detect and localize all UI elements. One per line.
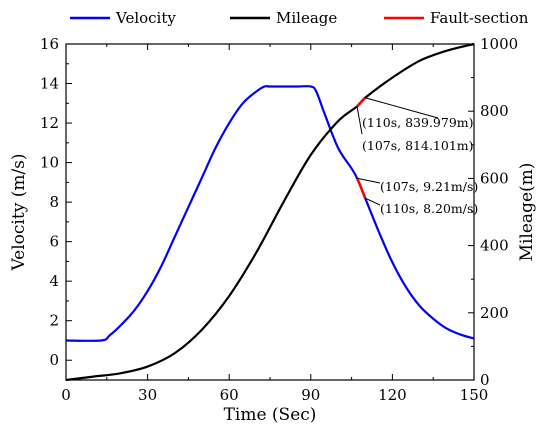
y-left-tick-label: 12 xyxy=(40,114,59,132)
x-tick-label: 120 xyxy=(378,386,407,404)
x-tick-label: 150 xyxy=(460,386,489,404)
y-left-tick-label: 14 xyxy=(40,75,59,93)
y-left-tick-label: 10 xyxy=(40,154,59,172)
x-axis-title: Time (Sec) xyxy=(224,405,317,425)
leader-line xyxy=(364,197,381,206)
annotation-label: (110s, 8.20m/s) xyxy=(380,201,478,216)
leader-line xyxy=(356,106,363,135)
legend-label: Mileage xyxy=(276,9,337,27)
y-left-tick-label: 6 xyxy=(49,233,59,251)
y-left-tick-label: 8 xyxy=(49,193,59,211)
y-right-axis-title: Mileage(m) xyxy=(517,163,537,262)
y-left-tick-label: 4 xyxy=(49,272,59,290)
x-tick-label: 60 xyxy=(220,386,239,404)
y-right-tick-label: 200 xyxy=(480,304,509,322)
y-right-axis-ticks: 0 200 400 600 800 1000 xyxy=(468,35,518,389)
velocity-line-left xyxy=(65,85,475,342)
annotation-label: (107s, 814.101m) xyxy=(362,138,474,153)
x-tick-label: 30 xyxy=(138,386,157,404)
x-axis-ticks: 0 30 60 90 120 150 xyxy=(61,44,488,404)
y-left-axis-title: Velocity (m/s) xyxy=(9,153,29,271)
y-left-tick-label: 16 xyxy=(40,35,59,53)
annotation-label: (110s, 839.979m) xyxy=(362,115,474,130)
legend-label: Fault-section xyxy=(430,9,529,27)
y-right-tick-label: 1000 xyxy=(480,35,518,53)
annotation-label: (107s, 9.21m/s) xyxy=(380,179,478,194)
legend: Velocity Mileage Fault-section xyxy=(70,9,529,27)
leader-line xyxy=(365,97,439,119)
x-tick-label: 90 xyxy=(301,386,320,404)
y-right-tick-label: 600 xyxy=(480,169,509,187)
x-tick-label: 0 xyxy=(61,386,71,404)
fault-section-line-left xyxy=(355,177,367,199)
mileage-line-right xyxy=(65,42,475,382)
fault-section-line-right xyxy=(356,96,367,108)
y-left-axis-ticks: 0 2 4 6 8 10 12 14 16 xyxy=(40,35,72,381)
annotation-layer: (110s, 839.979m) (107s, 814.101m) (107s, 9… xyxy=(356,97,478,216)
y-right-tick-label: 0 xyxy=(480,371,490,389)
legend-label: Velocity xyxy=(115,9,176,27)
series-layer xyxy=(65,42,475,382)
y-right-tick-label: 400 xyxy=(480,237,509,255)
leader-line xyxy=(356,177,381,184)
y-left-tick-label: 2 xyxy=(49,312,59,330)
y-left-tick-label: 0 xyxy=(49,351,59,369)
y-right-tick-label: 800 xyxy=(480,102,509,120)
